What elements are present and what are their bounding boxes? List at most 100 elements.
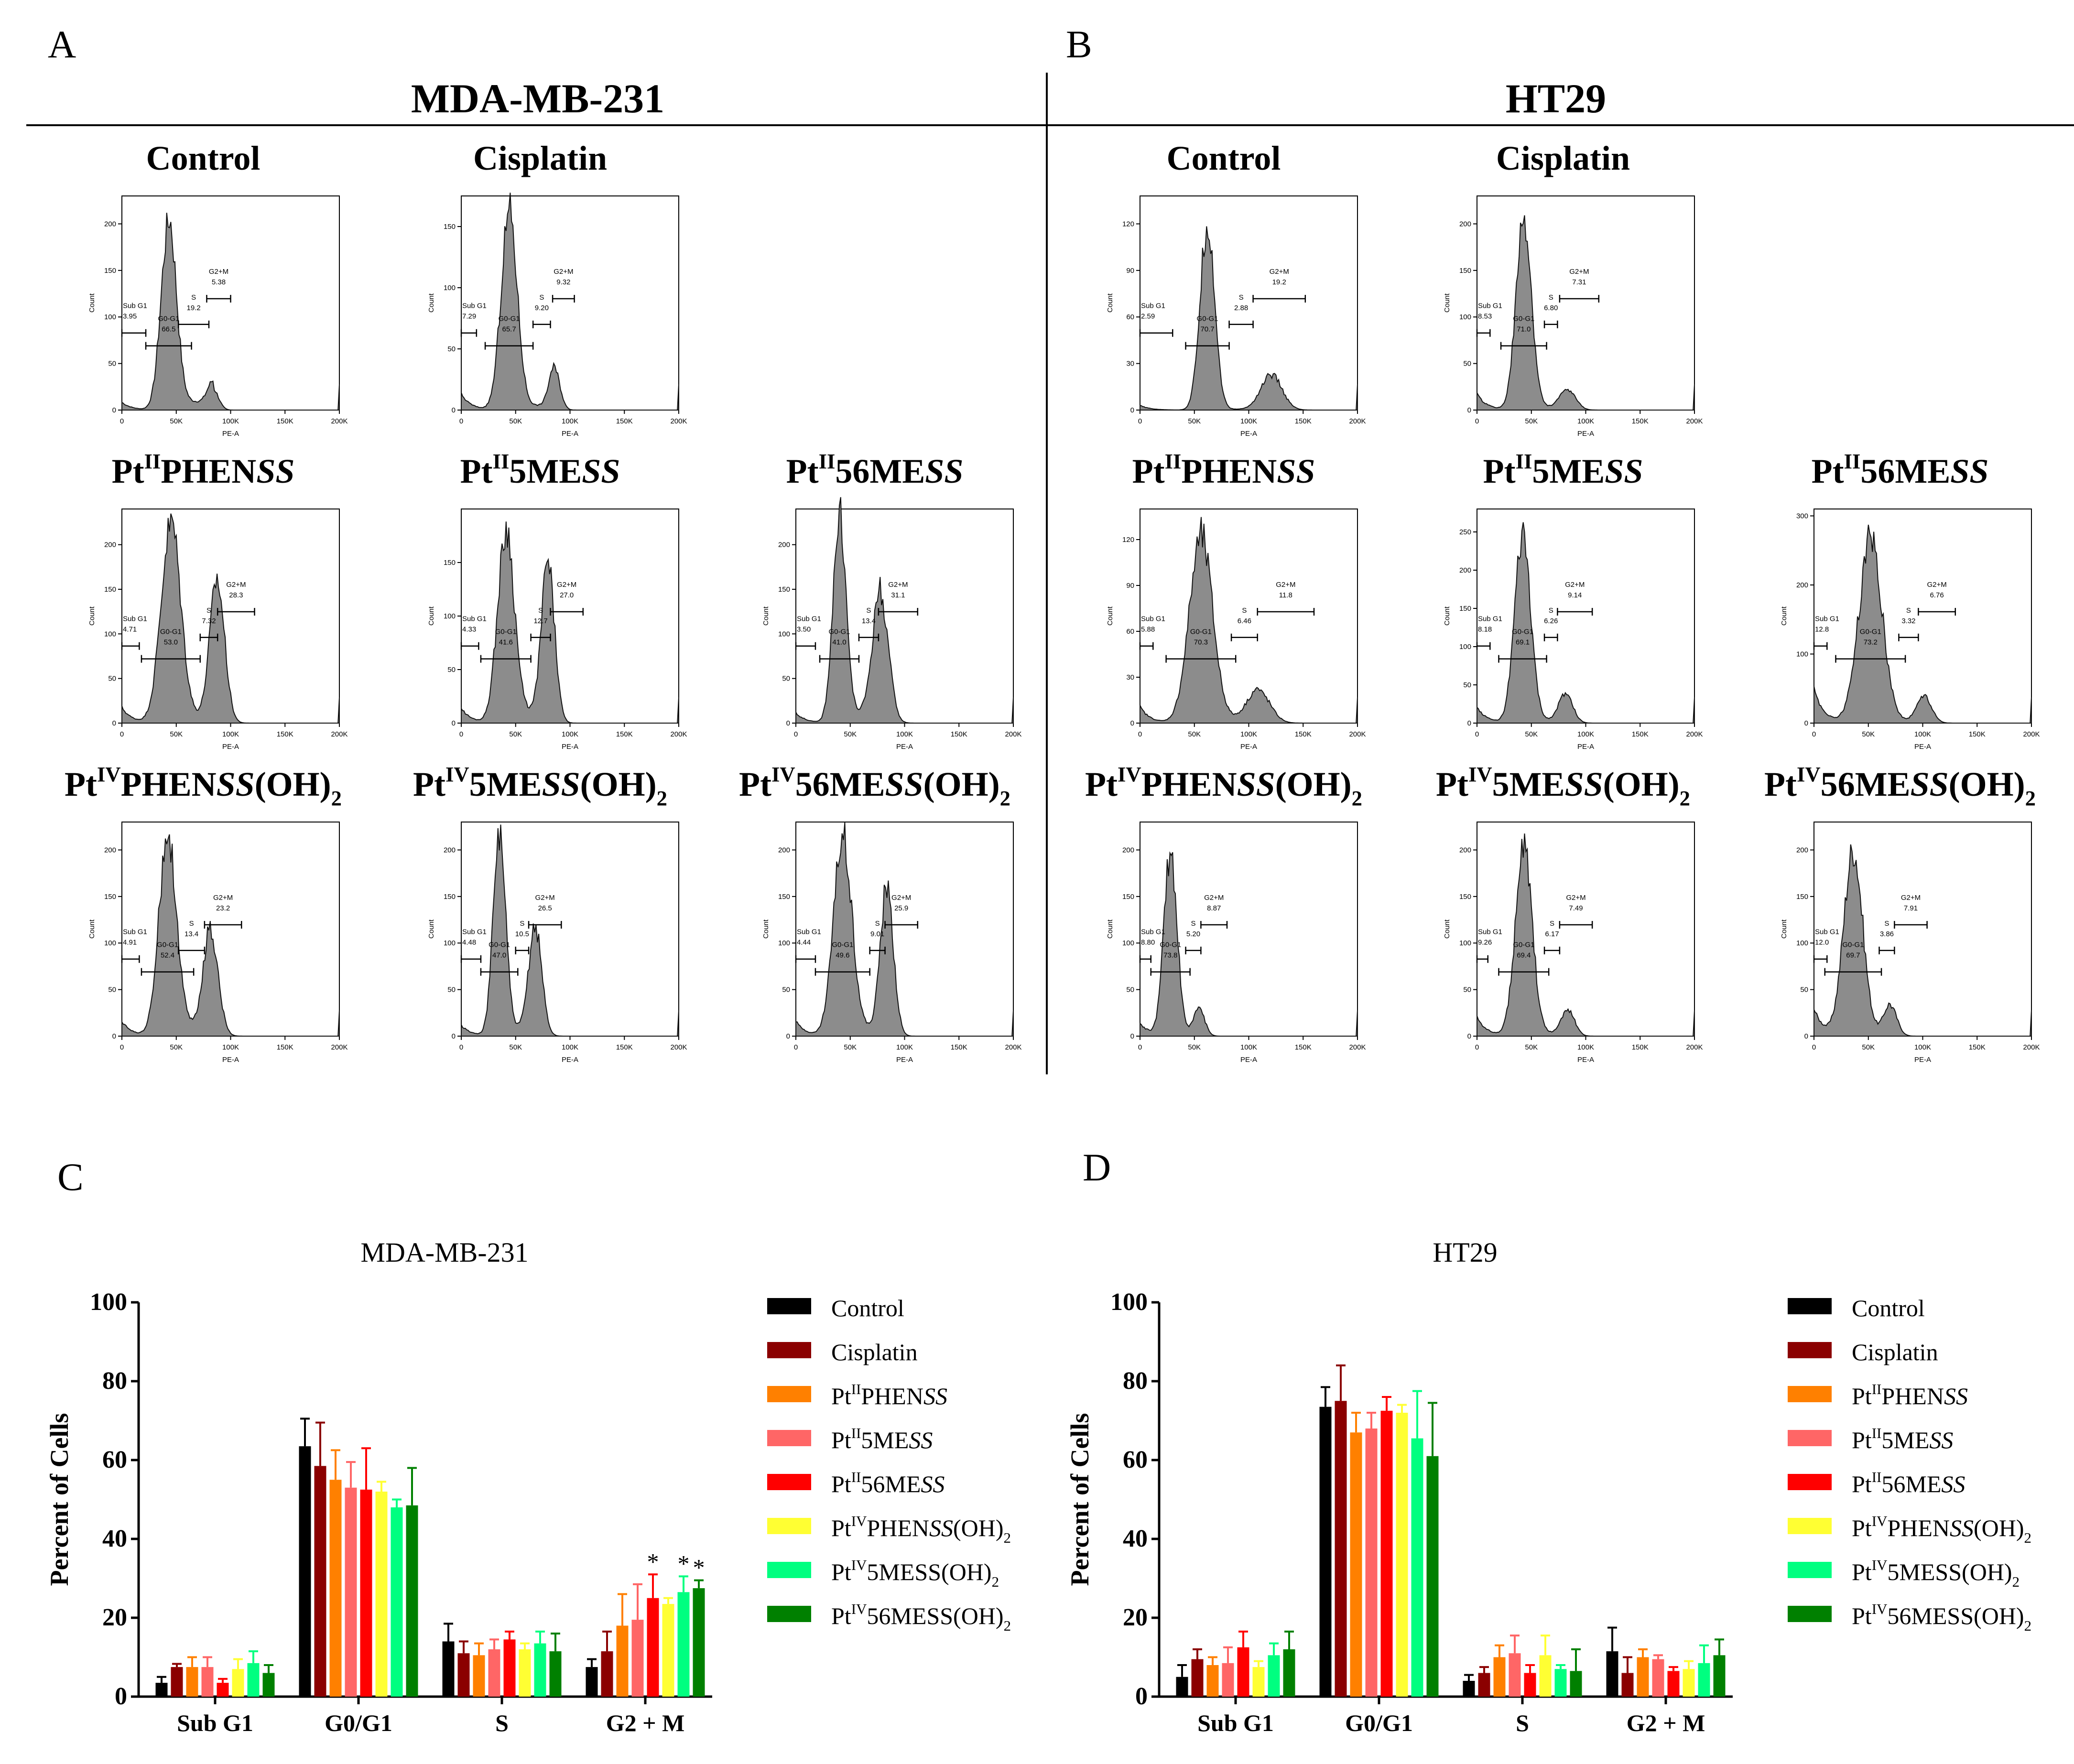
- gate-s: S 2.88: [1228, 293, 1254, 328]
- gate-label: G2+M: [209, 268, 228, 276]
- bar-sub-g1-s7: [1283, 1630, 1295, 1697]
- gate-label: G2+M: [1569, 268, 1589, 276]
- gate-value: 31.1: [891, 591, 905, 599]
- x-tick-label: 50K: [1525, 1043, 1538, 1051]
- bar-g2-m-s7: *: [693, 1554, 705, 1697]
- plot-frame: [1140, 195, 1358, 411]
- bar-g2-m-s0: [586, 1658, 598, 1697]
- gate-value: 69.7: [1846, 952, 1860, 960]
- text-part: Pt: [460, 452, 493, 490]
- superscript: IV: [1872, 1557, 1888, 1573]
- bar-g0-g1-s0: [299, 1418, 311, 1697]
- y-tick-label: 100: [778, 939, 790, 947]
- text-part: Pt: [1764, 765, 1797, 803]
- histogram-area: [1477, 833, 1695, 1037]
- histogram-area: [461, 521, 679, 724]
- histogram-title: Cisplatin: [1496, 139, 1630, 177]
- gate-s: S 3.86: [1879, 920, 1895, 954]
- histogram-ht29-cisplatin: 0 50K 100K 150K 200K 0 50 100 150 200 PE-A Count Sub…: [1443, 195, 1703, 438]
- text-part: SS: [1944, 1383, 1968, 1409]
- bar-g2-m-s0: [1606, 1626, 1618, 1697]
- bar: [329, 1480, 342, 1697]
- text-part: Pt: [413, 765, 445, 803]
- text-part: 5ME: [1532, 452, 1605, 490]
- histogram-area: [461, 193, 679, 411]
- text-part: 56MESS(OH): [1887, 1602, 2024, 1629]
- bar-s-s6: [534, 1630, 546, 1697]
- gate-sub-g1: Sub G1 9.26: [1476, 928, 1502, 963]
- y-tick-label: 150: [1796, 893, 1808, 901]
- text-part: 56ME: [1881, 1471, 1941, 1497]
- histogram-title: PtII56MESS: [786, 449, 964, 490]
- y-axis-label: Count: [1443, 606, 1451, 626]
- gate-value: 7.32: [202, 617, 216, 625]
- bar-g2-m-s5: [1683, 1660, 1695, 1697]
- subscript: 2: [2012, 1573, 2020, 1590]
- text-part: SS: [923, 1383, 947, 1409]
- histogram-mda-cisplatin: 0 50K 100K 150K 200K 0 50 100 150 PE-A Count Sub G1…: [427, 193, 687, 438]
- gate-value: 69.4: [1517, 952, 1531, 960]
- gate-value: 73.2: [1864, 639, 1878, 647]
- gate-g0-g1: G0-G1 41.0: [819, 628, 860, 663]
- y-tick-label: 100: [444, 612, 456, 620]
- gate-value: 6.17: [1545, 930, 1559, 938]
- histogram-title: PtIVPHENSS(OH)2: [1085, 762, 1362, 810]
- superscript: IV: [1872, 1601, 1888, 1617]
- bar: [1365, 1429, 1378, 1697]
- y-tick-label: 30: [1126, 360, 1134, 368]
- y-tick-label: 0: [112, 406, 116, 414]
- gate-label: S: [1239, 293, 1244, 302]
- text-part: 5ME: [1881, 1427, 1929, 1453]
- gate-value: 6.46: [1238, 617, 1251, 625]
- bar: [1237, 1647, 1249, 1697]
- gate-label: Sub G1: [797, 928, 821, 936]
- x-tick-label: 100K: [896, 1043, 913, 1051]
- bar-g0-g1-s3: [345, 1461, 357, 1697]
- y-tick-label: 200: [1796, 581, 1808, 589]
- x-axis-label: PE-A: [1240, 1056, 1257, 1064]
- text-part: 5ME: [509, 452, 582, 490]
- gate-value: 9.01: [870, 930, 884, 938]
- gate-value: 12.8: [1815, 626, 1829, 634]
- superscript: II: [819, 449, 836, 473]
- y-tick-label: 20: [102, 1604, 127, 1631]
- bar: [586, 1667, 598, 1697]
- gate-g2-m: G2+M 7.49: [1559, 894, 1593, 929]
- bar: [1268, 1655, 1280, 1697]
- histogram-area: [1140, 517, 1358, 724]
- text-part: Pt: [831, 1515, 851, 1541]
- gate-value: 26.5: [538, 904, 552, 912]
- gate-g2-m: G2+M 8.87: [1200, 894, 1228, 929]
- text-part: Cisplatin: [1496, 139, 1630, 177]
- gate-label: S: [520, 920, 524, 928]
- gate-label: Sub G1: [123, 615, 147, 623]
- gate-value: 41.6: [499, 639, 513, 647]
- gate-label: S: [1550, 920, 1554, 928]
- bar-g0-g1-s1: [1335, 1364, 1347, 1697]
- histogram-title: PtIV5MESS(OH)2: [1436, 762, 1690, 810]
- gate-value: 9.14: [1568, 591, 1582, 599]
- x-tick-label: 0: [1475, 1043, 1479, 1051]
- gate-g2-m: G2+M 7.31: [1559, 268, 1600, 303]
- gate-label: G0-G1: [495, 628, 517, 636]
- gate-g0-g1: G0-G1 73.8: [1150, 941, 1191, 976]
- gate-label: Sub G1: [1815, 615, 1839, 623]
- superscript: IV: [445, 762, 469, 786]
- bar: [549, 1651, 562, 1697]
- gate-value: 3.32: [1901, 617, 1915, 625]
- gate-label: G2+M: [1270, 268, 1289, 276]
- y-tick-label: 40: [1123, 1525, 1148, 1552]
- x-tick-label: 50K: [844, 1043, 857, 1051]
- gate-value: 49.6: [836, 952, 849, 960]
- y-axis-label: Count: [88, 606, 96, 626]
- bar: [201, 1667, 214, 1697]
- text-part: PHEN: [867, 1515, 929, 1541]
- bar-g0-g1-s2: [329, 1449, 342, 1697]
- gate-value: 41.0: [832, 639, 846, 647]
- histogram-title: Control: [1167, 139, 1281, 177]
- text-part: SS: [925, 452, 963, 490]
- x-axis-label: PE-A: [1240, 430, 1257, 438]
- gate-label: G0-G1: [158, 315, 179, 323]
- bar-g0-g1-s6: [391, 1498, 403, 1697]
